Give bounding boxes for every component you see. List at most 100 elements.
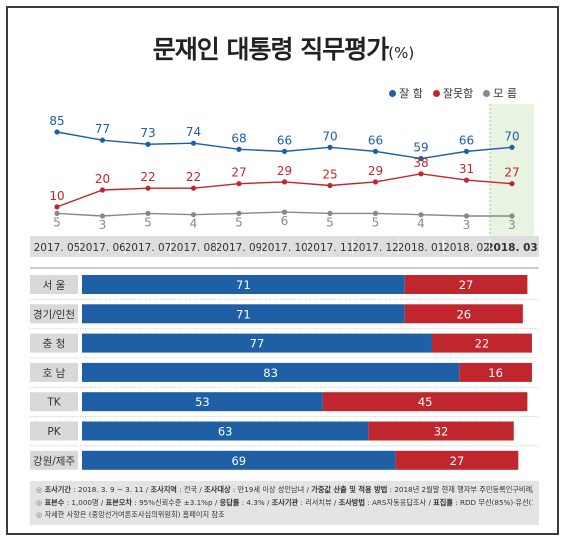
- data-label: 4: [190, 217, 198, 231]
- bar-segment: [459, 362, 532, 382]
- bar-value-label: 69: [231, 454, 246, 468]
- bar-value-label: 63: [218, 425, 233, 439]
- footer-value: : 4.3% /: [239, 497, 272, 507]
- footer-row-3: ◎ 자세한 사항은 (중앙선거여론조사심의위원회) 홈페이지 참조: [36, 509, 533, 522]
- footer-value: : ARS자동응답조사 /: [365, 497, 434, 507]
- data-label: 6: [281, 214, 289, 228]
- x-tick-label: 2018. 02: [443, 242, 490, 254]
- x-tick-label: 2017. 08: [170, 242, 217, 254]
- bar-value-label: 77: [250, 337, 265, 351]
- bar-category-box: [30, 392, 78, 412]
- data-label: 73: [140, 126, 155, 140]
- data-label: 5: [53, 215, 61, 229]
- data-point: [54, 210, 60, 216]
- bar-category-label: 강원/제주: [33, 455, 76, 467]
- bar-segment: [82, 304, 405, 324]
- footer-value: : 2018년 2월말 현재 행자부 주민등록인구비례/림가중: [389, 485, 533, 494]
- data-point: [463, 213, 470, 219]
- bar-category-label: 경기/인천: [33, 308, 75, 321]
- data-point: [54, 129, 60, 135]
- footer-key: 조사기간: [44, 485, 72, 494]
- legend-label: 잘 함: [399, 87, 423, 100]
- footer-value: : 만19세 이상 성인남녀 /: [230, 485, 312, 494]
- data-point: [509, 144, 515, 150]
- legend-item-unknown: 모 름: [483, 85, 517, 101]
- bar-category-label: 서 울: [43, 280, 66, 292]
- bar-segment: [404, 304, 523, 324]
- data-point: [418, 171, 424, 177]
- legend-dot-icon: [432, 89, 440, 97]
- bar-category-box: [30, 450, 78, 470]
- bar-value-label: 83: [263, 366, 278, 380]
- data-label: 59: [413, 141, 428, 155]
- data-label: 20: [95, 172, 110, 186]
- bullet-icon: ◎: [36, 497, 45, 507]
- footer-row-2: ◎ 표본수 : 1,000명 / 표본오차 : 95%신뢰수준 ±3.1%p /…: [36, 497, 533, 510]
- footer-key: 응답률: [219, 497, 240, 507]
- data-point: [190, 185, 197, 191]
- data-point: [463, 177, 470, 183]
- bar-value-label: 71: [236, 307, 251, 321]
- data-point: [372, 179, 379, 185]
- data-point: [190, 212, 197, 218]
- data-label: 5: [235, 215, 243, 229]
- x-tick-label: 2018. 03: [486, 242, 537, 254]
- data-label: 27: [231, 166, 246, 180]
- data-point: [463, 148, 470, 154]
- bullet-icon: ◎: [36, 485, 45, 494]
- footer-value: : RDD 무선(85%)·유선(15%): [455, 497, 533, 507]
- footer-value: : 1,000명 /: [64, 497, 106, 507]
- bar-value-label: 71: [236, 278, 251, 292]
- bar-segment: [368, 421, 514, 441]
- bar-value-label: 53: [195, 395, 210, 409]
- survey-footer: ◎ 조사기간 : 2018. 3. 9 ~ 3. 11 / 조사지역 : 전국 …: [30, 481, 539, 525]
- data-point: [99, 187, 106, 193]
- data-point: [54, 204, 60, 210]
- bar-category-box: [30, 275, 78, 294]
- footer-value: : 2018. 3. 9 ~ 3. 11 /: [71, 485, 151, 494]
- bar-segment: [82, 275, 405, 294]
- data-label: 31: [459, 162, 474, 176]
- bar-value-label: 22: [475, 337, 490, 351]
- data-point: [418, 212, 424, 218]
- footer-row-1: ◎ 조사기간 : 2018. 3. 9 ~ 3. 11 / 조사지역 : 전국 …: [36, 484, 533, 497]
- data-point: [509, 213, 515, 219]
- bar-category-box: [30, 421, 78, 441]
- bar-category-box: [30, 333, 78, 353]
- bar-category-label: PK: [47, 426, 61, 438]
- data-label: 29: [277, 164, 292, 178]
- chart-title: 문재인 대통령 직무평가(%): [0, 30, 567, 66]
- bar-value-label: 16: [488, 366, 503, 380]
- data-point: [281, 148, 288, 154]
- footer-value: : 95%신뢰수준 ±3.1%p /: [132, 497, 220, 507]
- data-point: [145, 210, 151, 216]
- data-label: 66: [277, 133, 292, 147]
- bar-segment: [322, 392, 528, 412]
- data-point: [281, 209, 288, 215]
- legend: 잘 함 잘못함 모 름: [389, 85, 517, 101]
- x-tick-label: 2017. 10: [261, 242, 308, 254]
- bar-segment: [82, 392, 323, 412]
- x-tick-label: 2017. 05: [34, 242, 81, 254]
- footer-key: 조사기관: [271, 497, 299, 507]
- title-text: 문재인 대통령 직무평가: [152, 35, 389, 64]
- data-label: 10: [49, 189, 64, 203]
- bar-segment: [82, 421, 369, 441]
- footer-key: 조사방법: [338, 497, 366, 507]
- legend-item-bad: 잘못함: [432, 85, 473, 101]
- series-line-1: [56, 173, 513, 208]
- footer-key: 가중값 산출 및 적용 방법: [311, 485, 388, 494]
- data-label: 3: [463, 218, 471, 232]
- data-point: [372, 210, 379, 216]
- bar-value-label: 27: [459, 278, 474, 292]
- title-unit: (%): [388, 44, 415, 62]
- x-tick-label: 2017. 09: [216, 242, 263, 254]
- bar-category-label: TK: [46, 397, 61, 409]
- data-label: 27: [504, 166, 519, 180]
- data-label: 70: [322, 129, 337, 143]
- data-point: [145, 141, 151, 147]
- chart-frame: [6, 6, 559, 535]
- footer-key: 조사지역: [150, 485, 177, 494]
- data-label: 38: [413, 156, 428, 170]
- bar-segment: [82, 333, 432, 353]
